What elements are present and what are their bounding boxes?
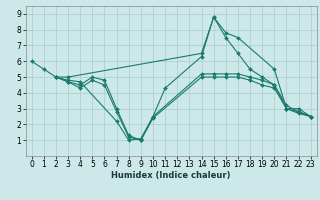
X-axis label: Humidex (Indice chaleur): Humidex (Indice chaleur) [111,171,231,180]
